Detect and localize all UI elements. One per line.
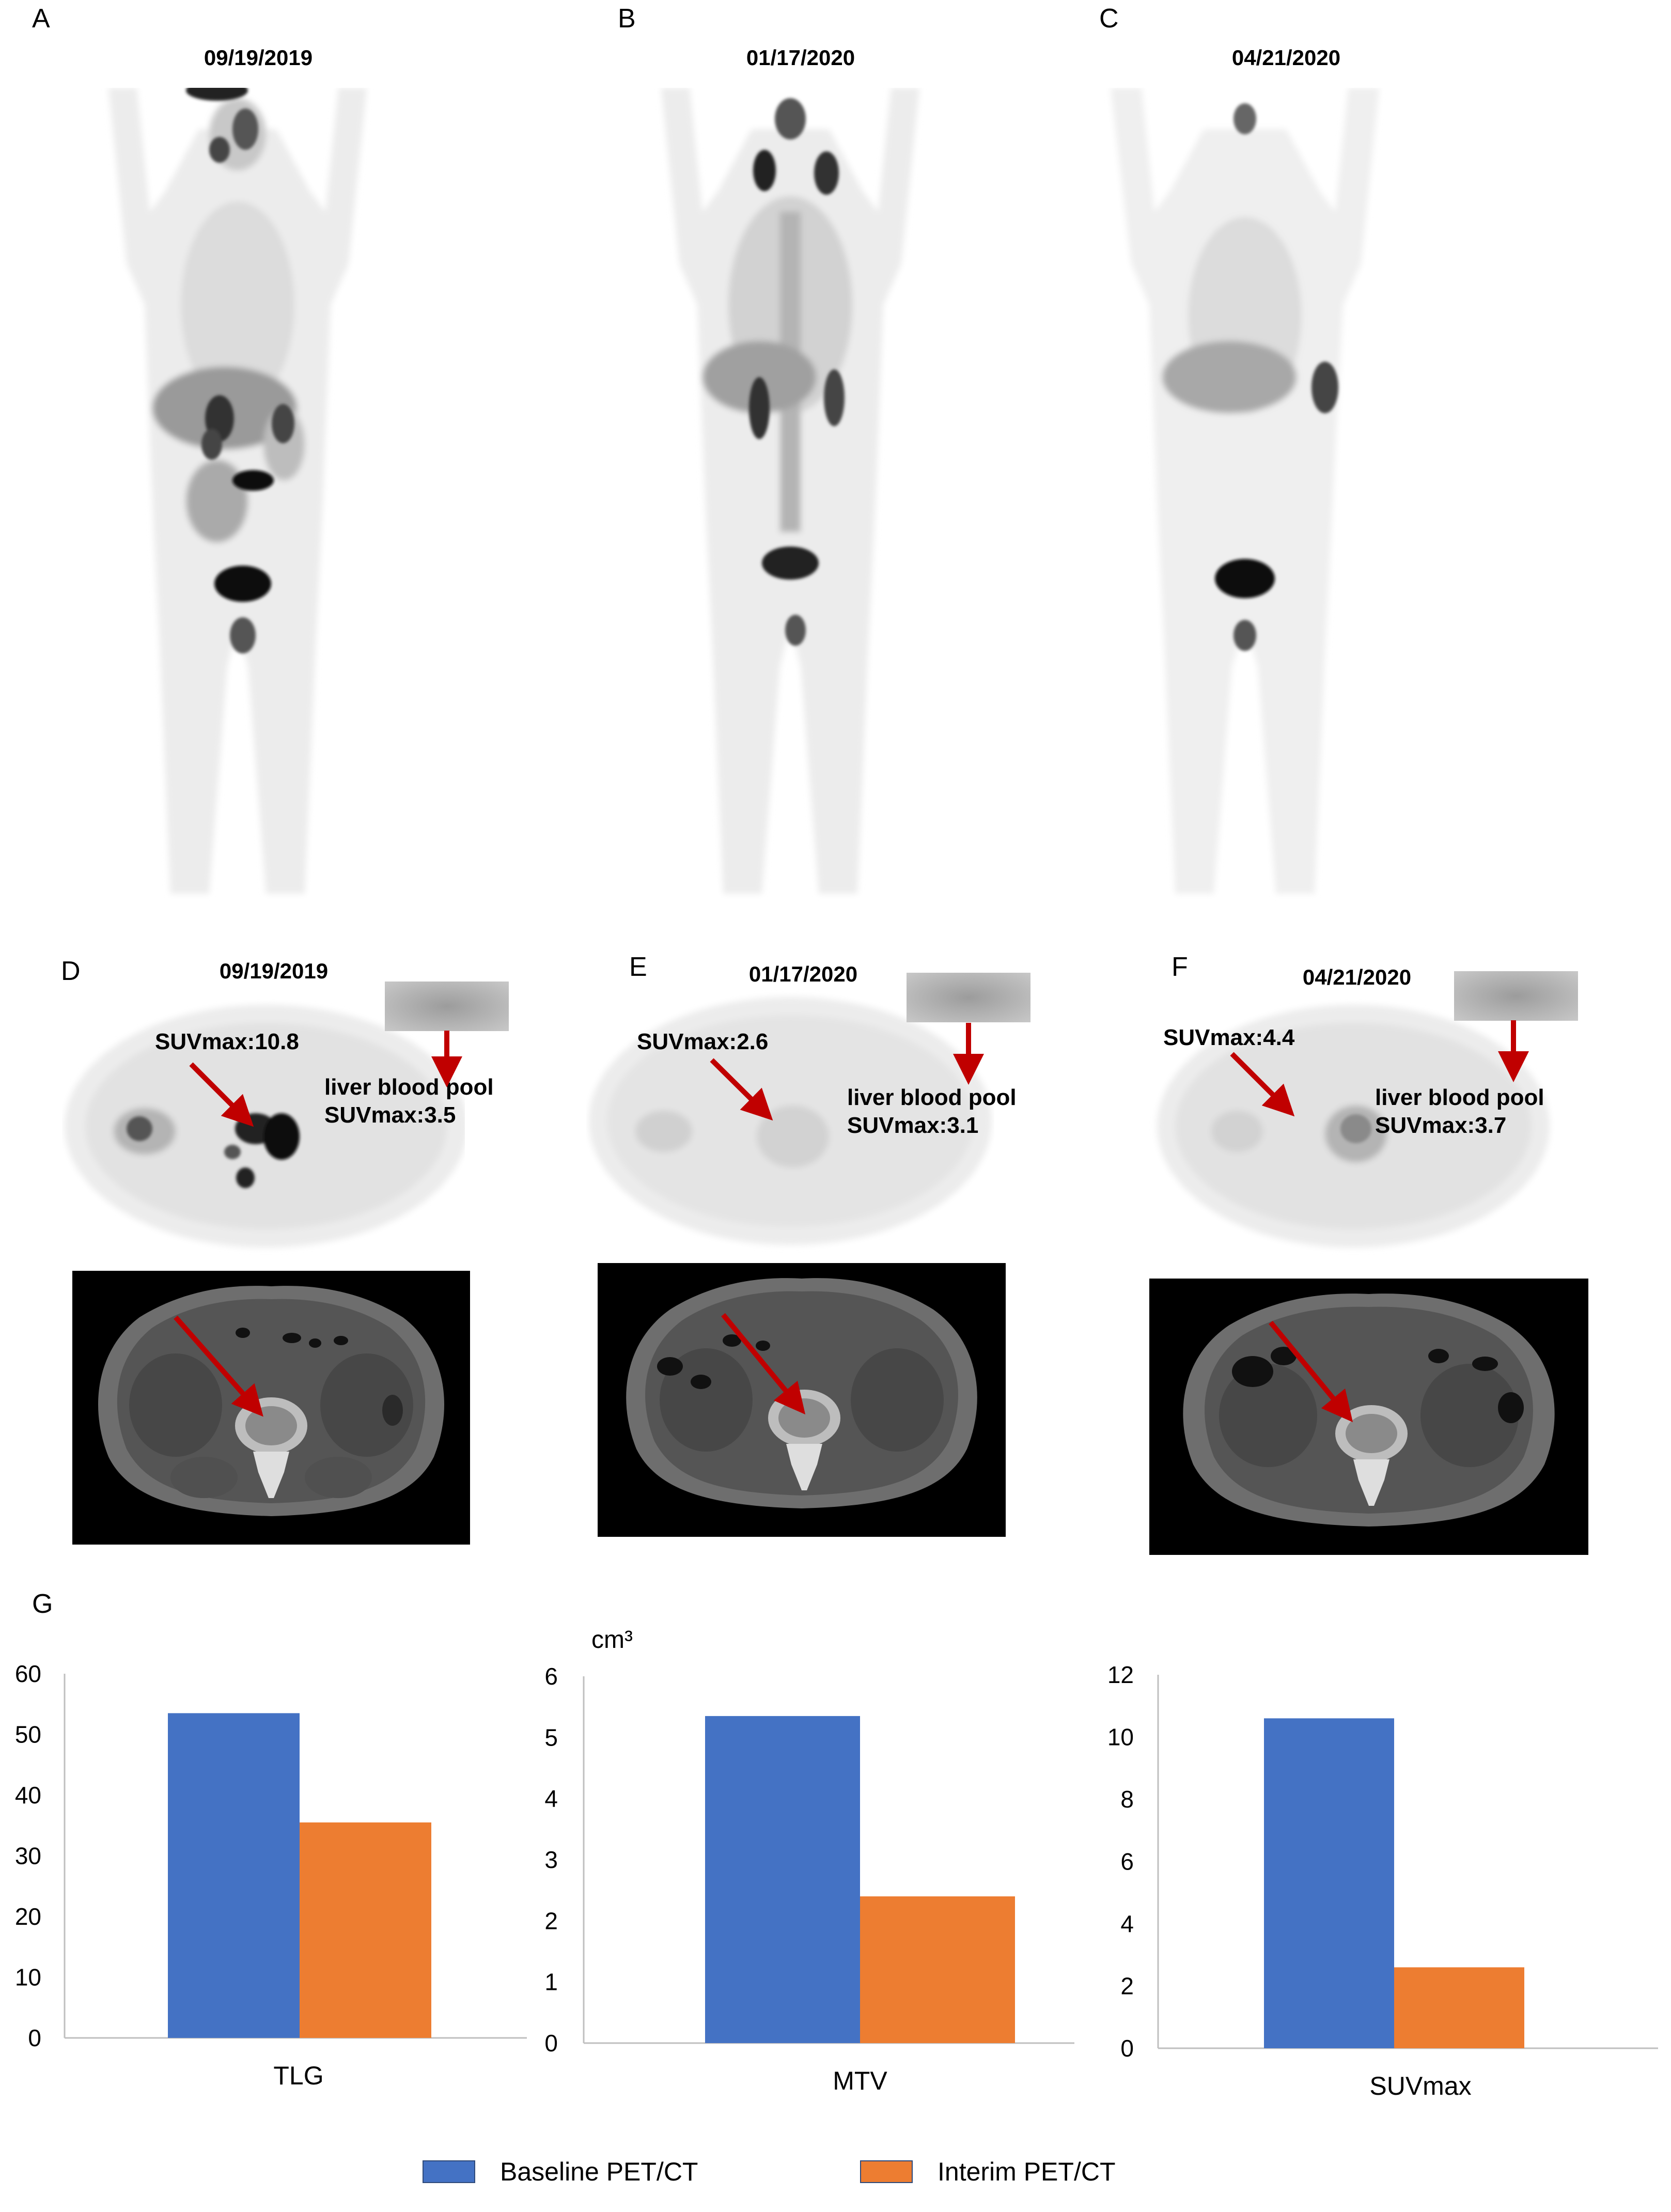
y-tick-label: 10	[1107, 1724, 1134, 1751]
arrow-e-lesion	[710, 1058, 773, 1121]
y-tick-label: 3	[544, 1846, 558, 1873]
bar-baseline	[1264, 1718, 1394, 2048]
y-tick-label: 30	[15, 1843, 41, 1870]
panel-label-g: G	[32, 1589, 53, 1619]
liver-label-f: liver blood pool SUVmax:3.7	[1375, 1084, 1544, 1140]
lesion-suvmax-label-e: SUVmax:2.6	[637, 1029, 769, 1054]
x-category-label: TLG	[273, 2061, 323, 2090]
bar-interim	[860, 1896, 1015, 2043]
panel-label-a: A	[32, 4, 50, 34]
bar-chart-suvmax: 0 2 4 6 8 10 12 SUVmax	[1107, 1661, 1658, 2100]
y-tick-label: 4	[1120, 1910, 1134, 1937]
bar-baseline	[168, 1713, 300, 2038]
panel-label-b: B	[618, 4, 636, 34]
y-tick-label: 40	[15, 1782, 41, 1809]
liver-blood-pool-thumbnail-d	[385, 982, 509, 1031]
x-category-label: MTV	[833, 2066, 887, 2095]
liver-label-line1: liver blood pool	[1375, 1085, 1544, 1110]
y-tick-label: 6	[1120, 1848, 1134, 1875]
y-unit-label: cm³	[591, 1627, 633, 1654]
y-tick-label: 4	[544, 1785, 558, 1812]
mip-image-a	[108, 88, 367, 894]
arrow-e-ct	[721, 1313, 806, 1415]
lesion-suvmax-label-d: SUVmax:10.8	[155, 1029, 299, 1054]
y-tick-label: 5	[544, 1724, 558, 1751]
liver-label-d: liver blood pool SUVmax:3.5	[324, 1073, 494, 1129]
y-tick-label: 10	[15, 1964, 41, 1991]
liver-label-e: liver blood pool SUVmax:3.1	[847, 1084, 1017, 1140]
x-category-label: SUVmax	[1369, 2071, 1471, 2100]
panel-label-e: E	[629, 952, 647, 982]
panel-a-date: 09/19/2019	[204, 45, 313, 70]
legend-swatch-baseline	[423, 2160, 475, 2183]
y-tick-label: 0	[544, 2030, 558, 2057]
axial-pet-image-f	[1157, 1005, 1550, 1248]
panel-e-date: 01/17/2020	[748, 962, 858, 986]
panel-label-c: C	[1099, 4, 1119, 34]
liver-label-line1: liver blood pool	[847, 1085, 1017, 1110]
panel-b-date: 01/17/2020	[746, 45, 855, 70]
arrow-d-ct	[174, 1315, 263, 1417]
y-tick-label: 8	[1120, 1786, 1134, 1813]
y-tick-label: 6	[544, 1663, 558, 1690]
liver-label-line2: SUVmax:3.7	[1375, 1113, 1507, 1138]
lesion-suvmax-label-f: SUVmax:4.4	[1163, 1025, 1295, 1050]
liver-label-line2: SUVmax:3.1	[847, 1113, 979, 1138]
legend-interim: Interim PET/CT	[860, 2157, 1115, 2187]
panel-f-date: 04/21/2020	[1302, 965, 1412, 989]
axial-ct-image-d	[72, 1271, 470, 1545]
y-tick-label: 20	[15, 1903, 41, 1930]
y-tick-label: 12	[1107, 1661, 1134, 1688]
y-tick-label: 50	[15, 1721, 41, 1748]
panel-d-date: 09/19/2019	[219, 959, 329, 983]
liver-label-line2: SUVmax:3.5	[324, 1102, 456, 1128]
panel-c-date: 04/21/2020	[1231, 45, 1341, 70]
y-tick-label: 2	[544, 1907, 558, 1934]
legend-baseline: Baseline PET/CT	[423, 2157, 698, 2187]
bar-chart-mtv: 0 1 2 3 4 5 6 MTV cm³	[544, 1627, 1074, 2095]
y-tick-label: 2	[1120, 1973, 1134, 2000]
bar-chart-tlg: 0 10 20 30 40 50 60 TLG	[15, 1660, 527, 2090]
legend-label-baseline: Baseline PET/CT	[500, 2157, 698, 2186]
mip-image-b	[661, 88, 919, 894]
y-tick-label: 60	[15, 1660, 41, 1687]
bar-interim	[1394, 1967, 1524, 2048]
bar-interim	[300, 1822, 431, 2038]
arrow-d-lesion	[189, 1062, 254, 1127]
liver-label-line1: liver blood pool	[324, 1074, 494, 1100]
arrow-f-lesion	[1230, 1052, 1295, 1117]
axial-pet-image-d	[65, 1005, 465, 1248]
legend-label-interim: Interim PET/CT	[938, 2157, 1116, 2186]
axial-ct-image-f	[1149, 1279, 1588, 1555]
bar-baseline	[705, 1716, 860, 2043]
panel-label-f: F	[1172, 952, 1188, 982]
axial-pet-image-e	[589, 997, 992, 1245]
y-tick-label: 0	[1120, 2035, 1134, 2062]
legend-swatch-interim	[860, 2160, 913, 2183]
liver-blood-pool-thumbnail-e	[907, 973, 1030, 1022]
panel-label-d: D	[61, 956, 81, 986]
y-tick-label: 1	[544, 1969, 558, 1996]
y-tick-label: 0	[28, 2024, 41, 2051]
arrow-f-ct	[1269, 1320, 1353, 1423]
liver-blood-pool-thumbnail-f	[1454, 971, 1578, 1021]
mip-image-c	[1111, 88, 1379, 894]
